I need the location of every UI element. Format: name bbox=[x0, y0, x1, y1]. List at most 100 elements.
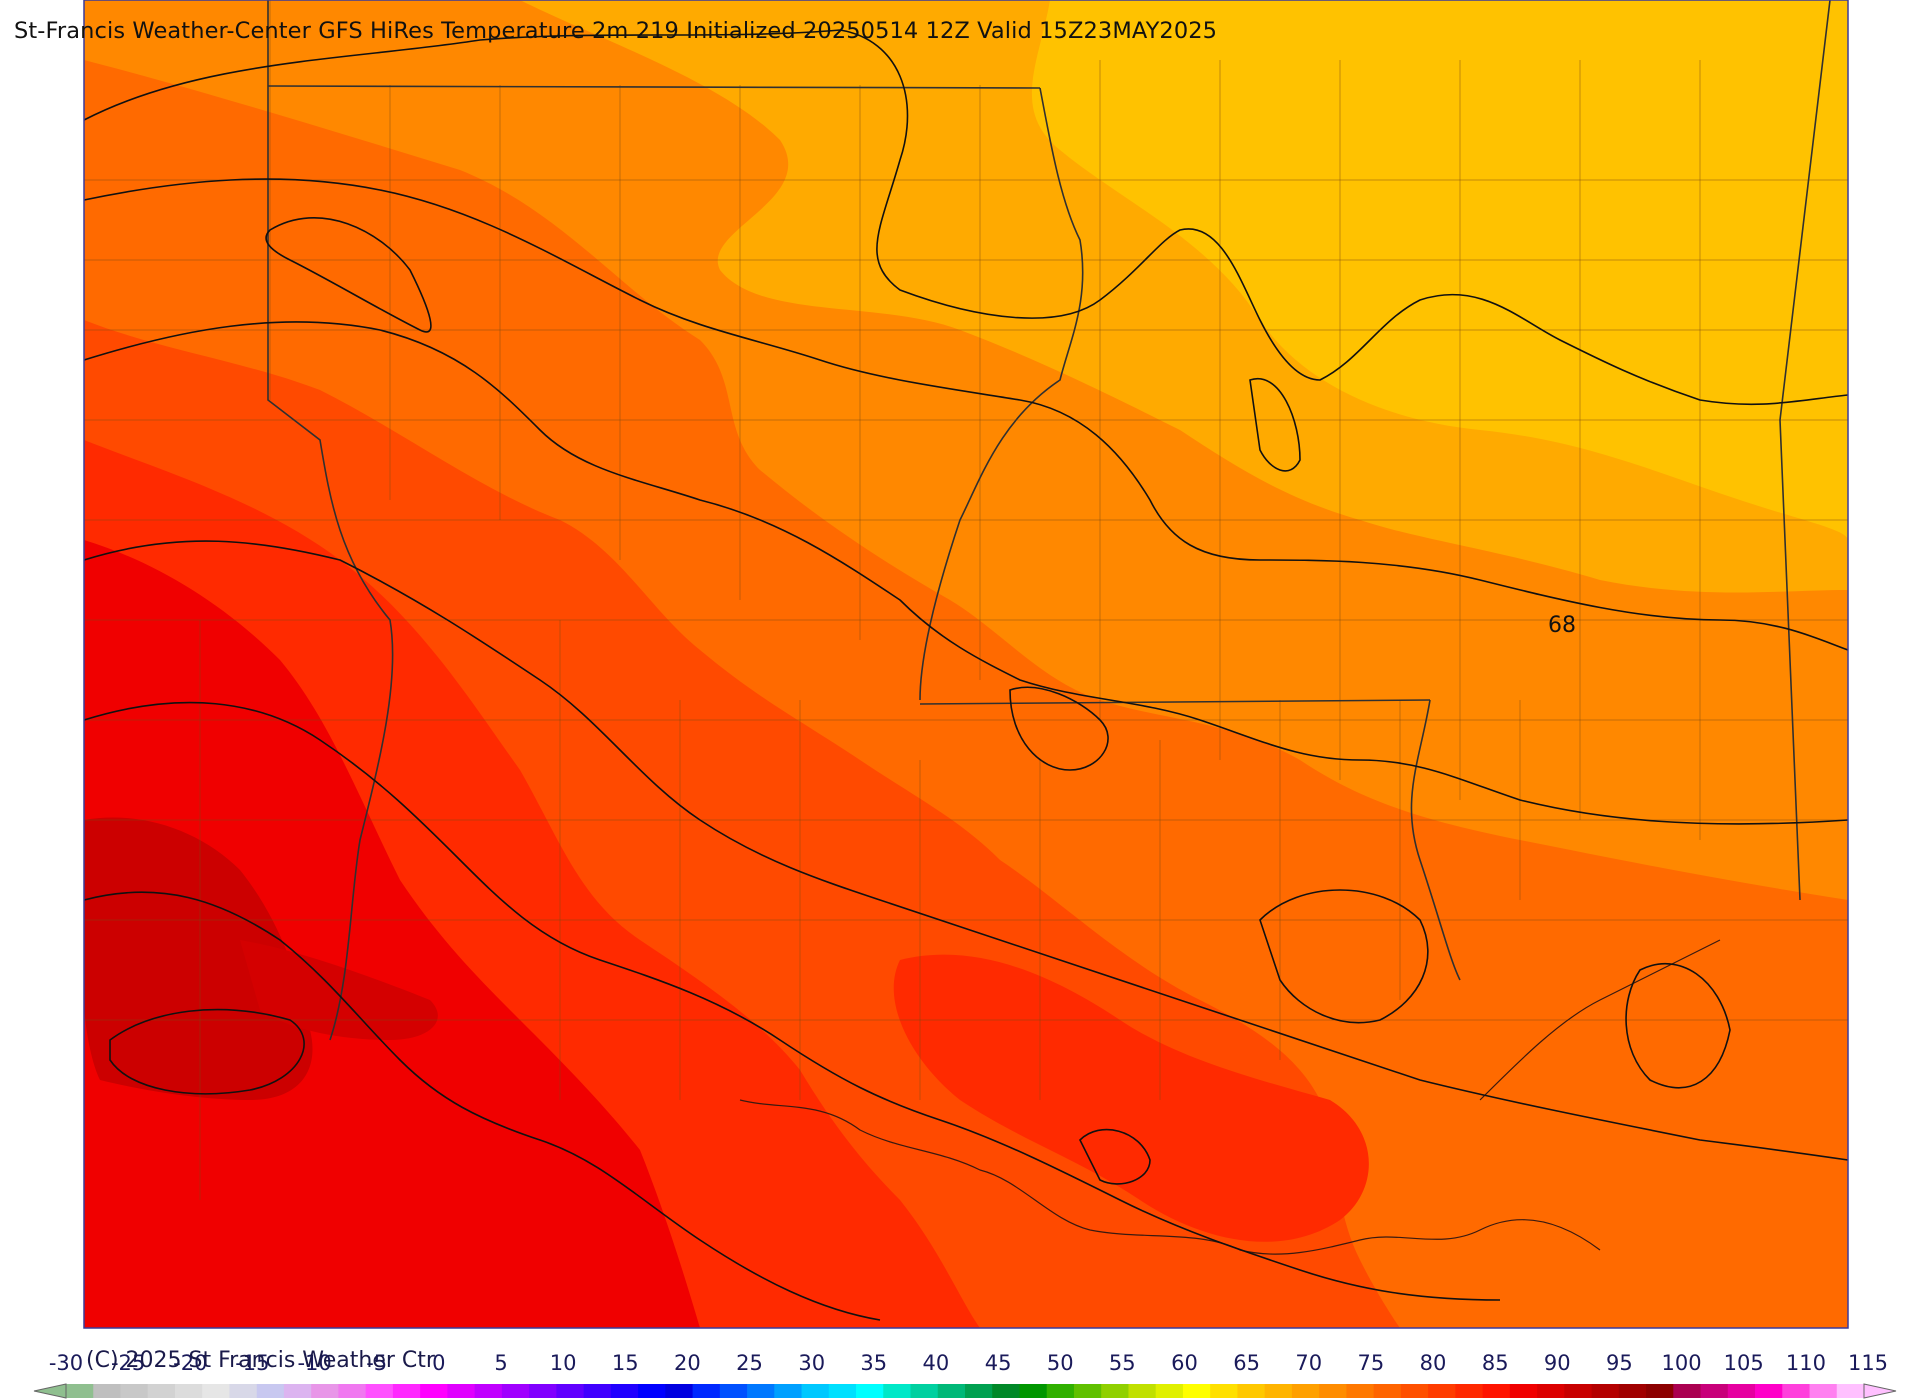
colorbar-block bbox=[1101, 1384, 1130, 1398]
colorbar-block bbox=[692, 1384, 721, 1398]
colorbar-block bbox=[1537, 1384, 1565, 1398]
colorbar-tick-label: 90 bbox=[1544, 1351, 1571, 1375]
colorbar-tick-label: 110 bbox=[1786, 1351, 1826, 1375]
colorbar-block bbox=[1210, 1384, 1239, 1398]
colorbar-block bbox=[1782, 1384, 1811, 1398]
colorbar-block bbox=[1727, 1384, 1756, 1398]
colorbar-block bbox=[747, 1384, 775, 1398]
map-title: St-Francis Weather-Center GFS HiRes Temp… bbox=[14, 18, 1218, 44]
colorbar-tick-label: 0 bbox=[432, 1351, 445, 1375]
colorbar-tick-label: 65 bbox=[1233, 1351, 1260, 1375]
colorbar-tick-label: 50 bbox=[1047, 1351, 1074, 1375]
colorbar-tick-label: 5 bbox=[494, 1351, 507, 1375]
colorbar-block bbox=[174, 1384, 203, 1398]
colorbar-tick-label: 75 bbox=[1358, 1351, 1385, 1375]
colorbar-block bbox=[1182, 1384, 1211, 1398]
colorbar-block bbox=[420, 1384, 448, 1398]
colorbar-tick-label: 115 bbox=[1848, 1351, 1888, 1375]
colorbar-block bbox=[910, 1384, 939, 1398]
colorbar-tick-label: 40 bbox=[923, 1351, 950, 1375]
temp-band-86 bbox=[84, 817, 313, 1100]
colorbar-block bbox=[474, 1384, 503, 1398]
colorbar-tick-label: -10 bbox=[297, 1351, 331, 1375]
colorbar-block bbox=[229, 1384, 258, 1398]
colorbar-block bbox=[338, 1384, 367, 1398]
colorbar-block bbox=[93, 1384, 122, 1398]
colorbar-block bbox=[1564, 1384, 1593, 1398]
colorbar-tick-label: 55 bbox=[1109, 1351, 1136, 1375]
colorbar-block bbox=[147, 1384, 176, 1398]
colorbar-tick-label: 25 bbox=[736, 1351, 763, 1375]
colorbar-block bbox=[392, 1384, 421, 1398]
colorbar-block bbox=[1646, 1384, 1674, 1398]
colorbar-block bbox=[937, 1384, 966, 1398]
colorbar-block bbox=[719, 1384, 748, 1398]
colorbar-block bbox=[66, 1384, 94, 1398]
colorbar-block bbox=[311, 1384, 340, 1398]
colorbar-tick-label: 45 bbox=[985, 1351, 1012, 1375]
coastline bbox=[739, 939, 1721, 1255]
colorbar-block bbox=[1073, 1384, 1102, 1398]
temp-band-86b bbox=[240, 940, 438, 1040]
colorbar-block bbox=[501, 1384, 530, 1398]
colorbar-block bbox=[120, 1384, 149, 1398]
colorbar-block bbox=[283, 1384, 312, 1398]
colorbar-block bbox=[365, 1384, 394, 1398]
colorbar: -30 -25 -20 -15 -10 -5 0 5 10 15 20 25 30 35 40 45 50 55 6… bbox=[33, 1351, 1897, 1399]
colorbar-tick-label: 70 bbox=[1295, 1351, 1322, 1375]
colorbar-tick-label: 85 bbox=[1482, 1351, 1509, 1375]
colorbar-block bbox=[1618, 1384, 1647, 1398]
colorbar-block bbox=[1237, 1384, 1266, 1398]
colorbar-block bbox=[1128, 1384, 1157, 1398]
colorbar-block bbox=[256, 1384, 285, 1398]
colorbar-block bbox=[1155, 1384, 1184, 1398]
colorbar-block bbox=[529, 1384, 557, 1398]
colorbar-block bbox=[1400, 1384, 1429, 1398]
colorbar-tick-label: -15 bbox=[235, 1351, 269, 1375]
colorbar-block bbox=[447, 1384, 476, 1398]
colorbar-block bbox=[992, 1384, 1021, 1398]
colorbar-tick-labels: -30 -25 -20 -15 -10 -5 0 5 10 15 20 25 30 35 40 45 50 55 6… bbox=[49, 1351, 1888, 1375]
colorbar-tick-label: 15 bbox=[612, 1351, 639, 1375]
temp-band-82 bbox=[84, 540, 700, 1328]
colorbar-block bbox=[1428, 1384, 1456, 1398]
colorbar-block bbox=[1455, 1384, 1484, 1398]
colorbar-block bbox=[883, 1384, 912, 1398]
colorbar-block bbox=[665, 1384, 694, 1398]
colorbar-block bbox=[1755, 1384, 1783, 1398]
colorbar-block bbox=[1019, 1384, 1048, 1398]
colorbar-extend-left bbox=[33, 1383, 67, 1399]
colorbar-tick-label: 60 bbox=[1171, 1351, 1198, 1375]
colorbar-block bbox=[1373, 1384, 1402, 1398]
colorbar-tick-label: -25 bbox=[111, 1351, 145, 1375]
colorbar-block bbox=[801, 1384, 830, 1398]
colorbar-block bbox=[1591, 1384, 1620, 1398]
temp-band-80-coast bbox=[893, 954, 1369, 1242]
colorbar-tick-label: 20 bbox=[674, 1351, 701, 1375]
colorbar-tick-label: -20 bbox=[173, 1351, 207, 1375]
colorbar-block bbox=[638, 1384, 666, 1398]
colorbar-block bbox=[1319, 1384, 1347, 1398]
colorbar-tick-label: 80 bbox=[1420, 1351, 1447, 1375]
colorbar-block bbox=[202, 1384, 231, 1398]
colorbar-block bbox=[1264, 1384, 1293, 1398]
colorbar-block bbox=[1346, 1384, 1375, 1398]
colorbar-block bbox=[1700, 1384, 1729, 1398]
colorbar-tick-label: 105 bbox=[1724, 1351, 1764, 1375]
colorbar-block bbox=[1482, 1384, 1511, 1398]
colorbar-tick-label: 95 bbox=[1606, 1351, 1633, 1375]
colorbar-block bbox=[828, 1384, 857, 1398]
colorbar-block bbox=[1809, 1384, 1838, 1398]
colorbar-tick-label: 35 bbox=[860, 1351, 887, 1375]
county-boundaries bbox=[84, 0, 1848, 1200]
colorbar-tick-label: 10 bbox=[550, 1351, 577, 1375]
colorbar-tick-label: 100 bbox=[1662, 1351, 1702, 1375]
colorbar-block bbox=[1673, 1384, 1702, 1398]
colorbar-block bbox=[1291, 1384, 1320, 1398]
colorbar-extend-right bbox=[1863, 1383, 1897, 1399]
colorbar-block bbox=[856, 1384, 884, 1398]
state-boundaries bbox=[267, 0, 1831, 1041]
colorbar-block bbox=[1046, 1384, 1075, 1398]
colorbar-tick-label: -5 bbox=[366, 1351, 387, 1375]
